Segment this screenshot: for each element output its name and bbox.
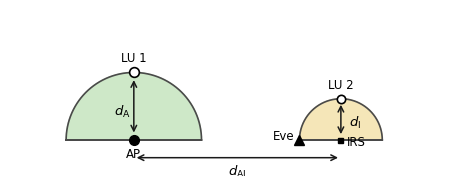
Polygon shape xyxy=(66,73,202,140)
Text: $d_{\mathrm{I}}$: $d_{\mathrm{I}}$ xyxy=(349,115,361,131)
Text: $d_{\mathrm{A}}$: $d_{\mathrm{A}}$ xyxy=(114,104,130,120)
Text: LU 1: LU 1 xyxy=(121,52,147,65)
Text: $d_{\mathrm{AI}}$: $d_{\mathrm{AI}}$ xyxy=(228,164,247,176)
Text: AP: AP xyxy=(126,148,141,161)
Text: IRS: IRS xyxy=(346,136,365,149)
Text: Eve: Eve xyxy=(273,130,295,143)
Polygon shape xyxy=(300,99,382,140)
Text: LU 2: LU 2 xyxy=(328,79,354,92)
Bar xyxy=(339,138,343,143)
